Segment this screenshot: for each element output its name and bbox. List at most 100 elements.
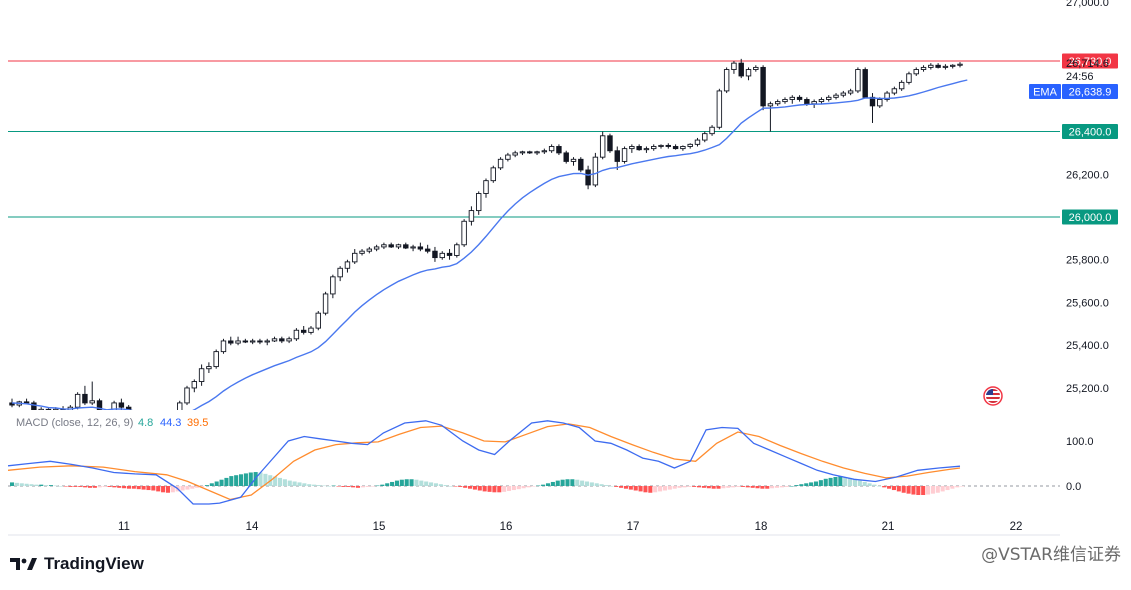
candle bbox=[527, 150, 533, 154]
histogram-bar bbox=[960, 486, 965, 487]
candle bbox=[607, 133, 613, 153]
candle bbox=[935, 63, 941, 69]
histogram-bar bbox=[365, 486, 370, 487]
macd-hist-value: 4.8 bbox=[138, 417, 153, 429]
candle bbox=[913, 67, 919, 76]
histogram-bar bbox=[29, 484, 34, 486]
histogram-bar bbox=[536, 485, 541, 487]
histogram-bar bbox=[560, 479, 565, 486]
candle bbox=[534, 150, 540, 156]
histogram-bar bbox=[692, 486, 697, 487]
candle bbox=[439, 251, 445, 260]
candle bbox=[862, 67, 868, 98]
histogram-bar bbox=[609, 486, 614, 487]
candle bbox=[497, 157, 504, 170]
histogram-bar bbox=[117, 486, 122, 488]
histogram-bar bbox=[360, 486, 365, 488]
candle bbox=[833, 93, 839, 100]
candle bbox=[235, 336, 241, 346]
candle bbox=[89, 381, 95, 406]
histogram-bar bbox=[463, 486, 468, 488]
histogram-bar bbox=[282, 479, 287, 486]
histogram-bar bbox=[234, 475, 239, 486]
histogram-bar bbox=[935, 486, 940, 493]
macd-line bbox=[8, 420, 961, 505]
candle bbox=[658, 144, 664, 149]
histogram-bar bbox=[926, 486, 931, 495]
histogram-bar bbox=[156, 486, 161, 492]
us-flag-icon[interactable] bbox=[983, 386, 1003, 406]
price-axis: 26,200.0 25,800.0 25,600.0 25,400.0 25,200.0 bbox=[1066, 169, 1109, 395]
ema-badge-name: EMA bbox=[1033, 87, 1058, 99]
histogram-bar bbox=[112, 486, 117, 488]
histogram-bar bbox=[355, 486, 361, 488]
histogram-bar bbox=[19, 483, 24, 486]
date-tick-label: 16 bbox=[500, 521, 513, 533]
tradingview-brand-text: TradingView bbox=[44, 554, 144, 573]
histogram-bar bbox=[380, 484, 385, 486]
histogram-bar bbox=[302, 483, 307, 486]
histogram-bar bbox=[653, 486, 658, 493]
macd-signal-line bbox=[8, 423, 961, 501]
histogram-bar bbox=[930, 486, 935, 494]
candle bbox=[942, 64, 949, 70]
histogram-bar bbox=[190, 486, 195, 489]
candle bbox=[454, 242, 460, 258]
histogram-bar bbox=[697, 486, 702, 488]
price-level-badge bbox=[1062, 124, 1118, 140]
histogram-bar bbox=[297, 482, 302, 486]
histogram-bar bbox=[14, 482, 19, 486]
footer-brand[interactable]: TradingView bbox=[10, 552, 144, 576]
macd-legend[interactable]: MACD (close, 12, 26, 9) 4.8 44.3 39.5 bbox=[16, 417, 208, 429]
histogram-bar bbox=[872, 484, 877, 486]
candle bbox=[672, 144, 679, 150]
histogram-bar bbox=[53, 485, 58, 487]
candle bbox=[928, 63, 934, 70]
histogram-bar bbox=[472, 486, 477, 490]
histogram-bar bbox=[813, 481, 819, 486]
histogram-bar bbox=[711, 486, 716, 489]
candle bbox=[249, 338, 256, 345]
date-tick-label: 15 bbox=[373, 521, 386, 533]
histogram-bar bbox=[580, 480, 585, 486]
histogram-bar bbox=[906, 486, 911, 494]
histogram-bar bbox=[745, 486, 750, 488]
candle bbox=[716, 88, 723, 130]
histogram-bar bbox=[770, 486, 775, 489]
candle bbox=[220, 338, 227, 354]
histogram-bar bbox=[701, 486, 706, 488]
candle bbox=[366, 246, 373, 254]
histogram-bar bbox=[97, 486, 102, 488]
histogram-bar bbox=[740, 486, 745, 487]
histogram-bar bbox=[34, 484, 39, 486]
macd-tick-label: 0.0 bbox=[1066, 481, 1081, 493]
histogram-bar bbox=[39, 484, 44, 486]
histogram-bar bbox=[521, 486, 526, 489]
macd-tick-label: 100.0 bbox=[1066, 436, 1094, 448]
histogram-bar bbox=[911, 486, 916, 495]
candle bbox=[373, 244, 380, 252]
histogram-bar bbox=[843, 477, 848, 486]
macd-value: 44.3 bbox=[160, 417, 181, 429]
candle bbox=[242, 338, 249, 344]
candle bbox=[388, 242, 394, 248]
histogram-bar bbox=[107, 486, 112, 487]
histogram-bar bbox=[799, 484, 804, 486]
histogram-bar bbox=[682, 486, 687, 488]
candle bbox=[599, 131, 606, 160]
histogram-bar bbox=[351, 486, 356, 488]
last-price-label: 26,714.6 bbox=[1066, 58, 1109, 70]
candle bbox=[702, 131, 708, 143]
date-tick-label: 17 bbox=[627, 521, 640, 533]
candle bbox=[395, 243, 402, 250]
candle bbox=[592, 152, 599, 188]
macd-histogram bbox=[10, 472, 965, 495]
candle bbox=[957, 62, 963, 68]
histogram-bar bbox=[589, 482, 594, 486]
candle bbox=[257, 338, 263, 345]
countdown-label: 24:56 bbox=[1066, 71, 1094, 83]
histogram-bar bbox=[438, 484, 443, 486]
macd-signal-value: 39.5 bbox=[187, 417, 208, 429]
candle bbox=[45, 408, 52, 410]
